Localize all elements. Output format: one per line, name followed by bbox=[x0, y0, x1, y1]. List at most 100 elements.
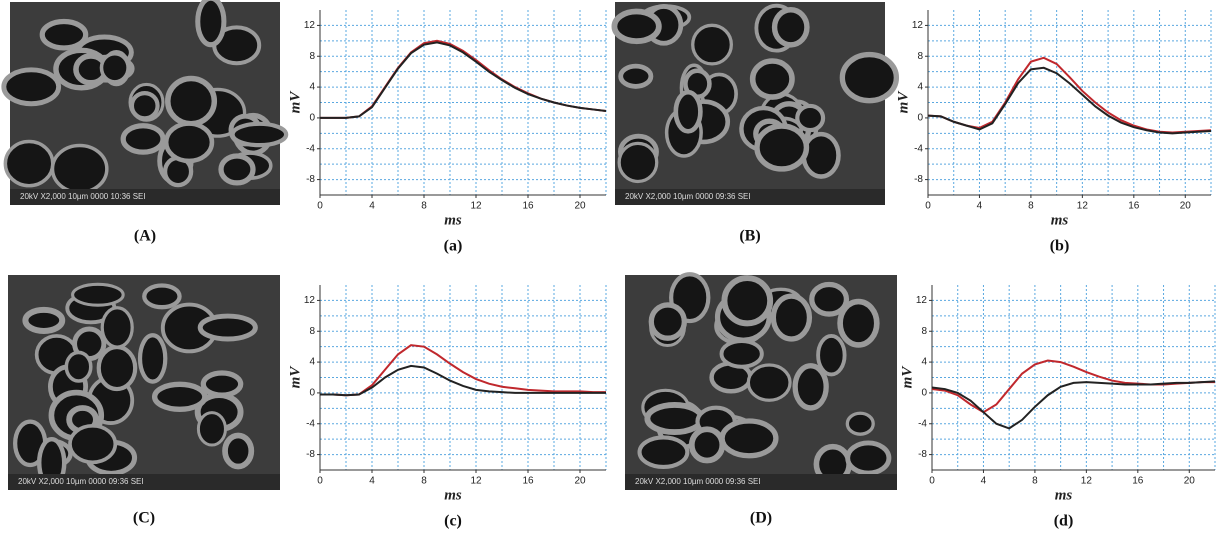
y-tick-label: 0 bbox=[309, 113, 315, 124]
cell-wall bbox=[137, 333, 168, 384]
plot-area bbox=[320, 285, 606, 470]
x-tick-label: 0 bbox=[925, 201, 931, 212]
chart: 0 4 8 12 16 20 -8 -4 0 4 8 12 ms mV (a) bbox=[287, 10, 607, 255]
cell-wall bbox=[801, 131, 841, 179]
cell-wall bbox=[837, 298, 880, 348]
x-tick-label: 20 bbox=[574, 201, 586, 212]
cell-wall bbox=[618, 63, 654, 89]
y-tick-label: 12 bbox=[304, 20, 316, 31]
y-tick-label: -8 bbox=[306, 449, 315, 460]
x-tick-label: 8 bbox=[1028, 201, 1034, 212]
y-tick-label: -8 bbox=[914, 174, 923, 185]
cell-wall bbox=[22, 306, 66, 334]
cell-wall bbox=[68, 423, 118, 465]
x-tick-label: 0 bbox=[929, 476, 935, 487]
cell-wall bbox=[688, 426, 726, 464]
x-tick-label: 20 bbox=[1180, 201, 1192, 212]
y-tick-label: 12 bbox=[916, 295, 928, 306]
cell-wall bbox=[64, 350, 93, 383]
cell-wall bbox=[721, 275, 774, 327]
x-tick-label: 16 bbox=[1128, 201, 1140, 212]
data-line bbox=[931, 380, 1216, 430]
data-line bbox=[320, 41, 607, 119]
y-tick-label: -4 bbox=[918, 418, 927, 429]
y-tick-label: -4 bbox=[306, 143, 315, 154]
x-tick-label: 4 bbox=[369, 201, 375, 212]
x-tick-label: 16 bbox=[1132, 476, 1144, 487]
cell-wall bbox=[100, 306, 134, 349]
cell-wall bbox=[142, 283, 182, 310]
y-tick-label: 4 bbox=[921, 357, 927, 368]
cell-wall bbox=[195, 0, 227, 48]
cell-wall bbox=[637, 435, 690, 470]
cell-wall bbox=[749, 58, 795, 100]
sem-caption: 20kV X2,000 10µm 0000 09:36 SEI bbox=[625, 192, 751, 201]
x-axis-label: ms bbox=[444, 212, 462, 228]
cell-wall bbox=[795, 103, 826, 133]
cell-wall bbox=[99, 51, 130, 84]
chart: 0 4 8 12 16 20 -8 -4 0 4 8 12 ms mV (c) bbox=[287, 285, 607, 530]
sem-info-bar bbox=[8, 474, 280, 490]
cell-wall bbox=[719, 418, 779, 459]
cell-wall bbox=[770, 293, 813, 342]
y-tick-label: 12 bbox=[304, 295, 316, 306]
image-label: (C) bbox=[133, 510, 155, 527]
data-line bbox=[320, 364, 606, 397]
cell-wall bbox=[617, 141, 659, 184]
cell-wall bbox=[648, 302, 687, 341]
cell-wall bbox=[197, 313, 258, 342]
cell-wall bbox=[754, 123, 810, 172]
cell-wall bbox=[746, 363, 792, 402]
cell-wall bbox=[218, 153, 256, 186]
cell-wall bbox=[196, 411, 227, 447]
cell-wall bbox=[691, 23, 733, 66]
sem-info-bar bbox=[625, 474, 897, 490]
y-tick-label: 8 bbox=[309, 51, 315, 62]
sem-info-bar bbox=[615, 189, 885, 205]
y-tick-label: 0 bbox=[921, 388, 927, 399]
image-label: (B) bbox=[739, 228, 760, 245]
sem-image: 20kV X2,000 10µm 0000 09:36 SEI bbox=[611, 2, 900, 205]
data-line bbox=[320, 344, 606, 397]
plot-area bbox=[320, 10, 606, 195]
cell-wall bbox=[719, 339, 764, 369]
sem-image: 20kV X2,000 10µm 0000 09:36 SEI bbox=[625, 272, 897, 490]
x-tick-label: 16 bbox=[522, 476, 534, 487]
cell-wall bbox=[230, 121, 289, 148]
x-tick-label: 0 bbox=[317, 476, 323, 487]
x-axis-label: ms bbox=[1055, 487, 1073, 503]
chart: 0 4 8 12 16 20 -8 -4 0 4 8 12 ms mV (d) bbox=[899, 285, 1216, 530]
cell-wall bbox=[1, 67, 62, 107]
sem-image: 20kV X2,000 10µm 0000 09:36 SEI bbox=[8, 275, 280, 490]
cell-wall bbox=[96, 344, 138, 392]
x-tick-label: 4 bbox=[981, 476, 987, 487]
y-axis-label: mV bbox=[287, 90, 303, 114]
x-axis-label: ms bbox=[444, 487, 462, 503]
x-tick-label: 12 bbox=[1077, 201, 1089, 212]
image-label: (D) bbox=[750, 510, 772, 527]
sem-image: 20kV X2,000 10µm 0000 10:36 SEI bbox=[1, 0, 289, 205]
y-tick-label: -4 bbox=[306, 418, 315, 429]
cell-wall bbox=[200, 370, 244, 398]
cell-wall bbox=[816, 334, 847, 377]
y-tick-label: -8 bbox=[918, 449, 927, 460]
cell-wall bbox=[839, 51, 900, 104]
cell-wall bbox=[845, 440, 892, 476]
x-axis-label: ms bbox=[1051, 212, 1069, 228]
cell-wall bbox=[165, 75, 218, 127]
x-tick-label: 4 bbox=[977, 201, 983, 212]
y-tick-label: -4 bbox=[914, 143, 923, 154]
image-label: (A) bbox=[134, 228, 156, 245]
chart-title: (b) bbox=[1050, 238, 1070, 255]
sem-caption: 20kV X2,000 10µm 0000 09:36 SEI bbox=[635, 477, 761, 486]
y-tick-label: 12 bbox=[912, 20, 924, 31]
y-axis-label: mV bbox=[895, 90, 911, 114]
sem-caption: 20kV X2,000 10µm 0000 10:36 SEI bbox=[20, 192, 146, 201]
cell-wall bbox=[222, 432, 255, 470]
x-tick-label: 20 bbox=[574, 476, 586, 487]
chart: 0 4 8 12 16 20 -8 -4 0 4 8 12 ms mV (b) bbox=[895, 10, 1212, 255]
sem-caption: 20kV X2,000 10µm 0000 09:36 SEI bbox=[18, 477, 144, 486]
cell-wall bbox=[809, 281, 850, 317]
x-tick-label: 8 bbox=[421, 201, 427, 212]
chart-title: (c) bbox=[444, 513, 462, 530]
